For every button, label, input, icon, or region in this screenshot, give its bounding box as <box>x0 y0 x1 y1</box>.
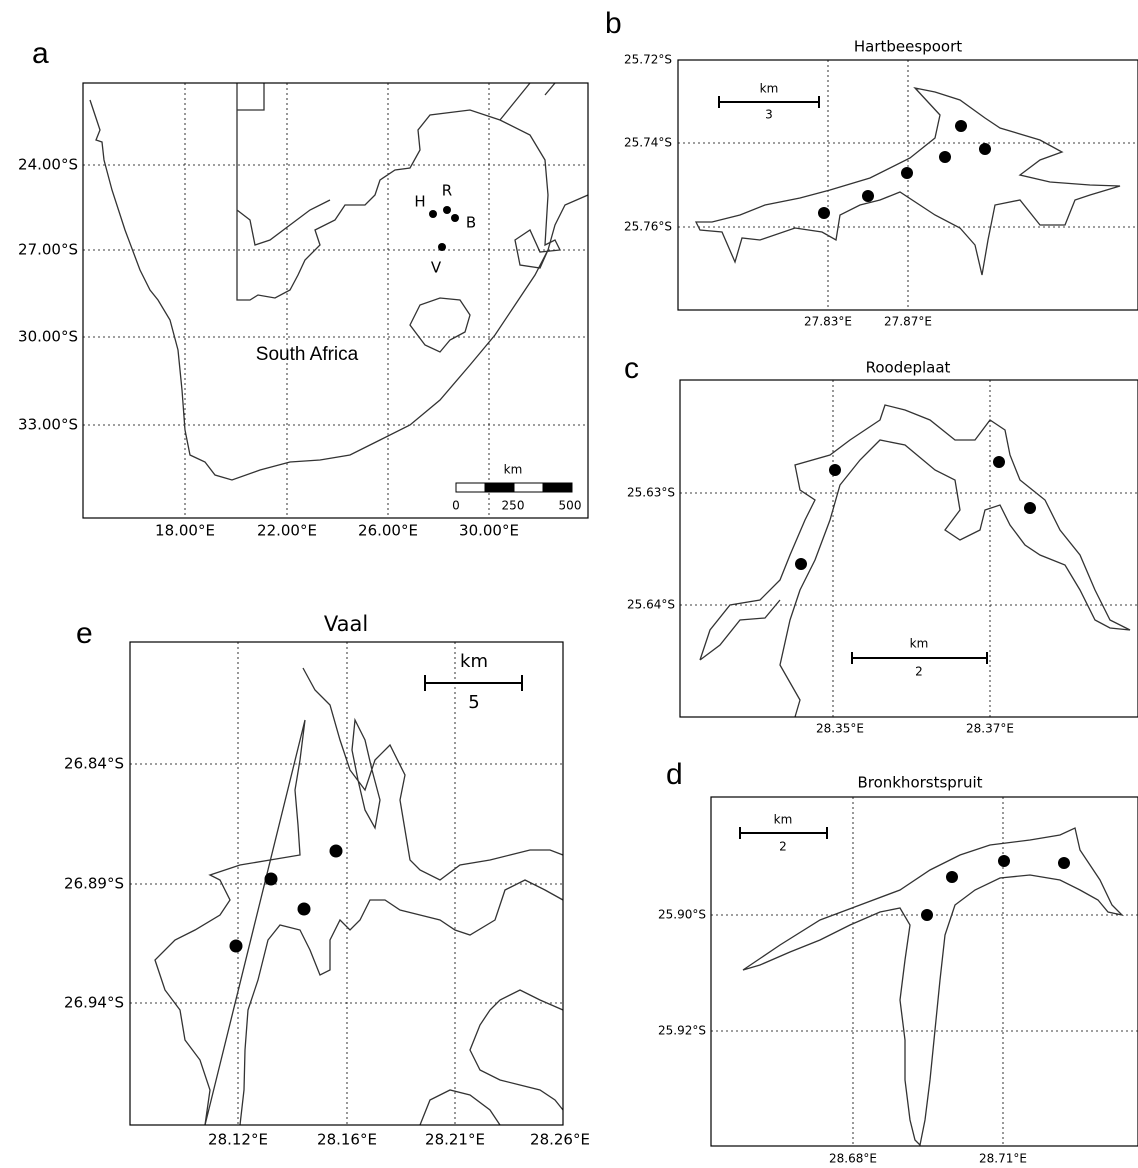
scale-segment <box>456 483 485 492</box>
x-tick-label: 28.37°E <box>966 722 1014 736</box>
scale-bar: km 3 <box>718 82 820 122</box>
site <box>946 871 958 883</box>
panel-title: Roodeplaat <box>866 359 951 377</box>
panel-letter: d <box>666 758 683 791</box>
site <box>298 903 311 916</box>
scale-segment <box>514 483 543 492</box>
scale-label: 250 <box>502 499 525 513</box>
site-label: V <box>431 259 442 277</box>
x-tick-label: 28.71°E <box>979 1152 1027 1166</box>
x-tick-label: 22.00°E <box>257 522 317 540</box>
x-tick-label: 27.87°E <box>884 315 932 329</box>
scale-label: 3 <box>765 108 773 122</box>
scale-unit: km <box>504 463 523 477</box>
site <box>795 558 807 570</box>
site <box>330 845 343 858</box>
x-tick-label: 28.12°E <box>208 1131 268 1149</box>
scale-bar: km 2 <box>851 637 988 679</box>
x-tick-label: 18.00°E <box>155 522 215 540</box>
site-label: R <box>442 182 452 200</box>
site <box>451 214 459 222</box>
scale-label: 0 <box>452 499 460 513</box>
figure: a H R B V South Africa 18.00°E 22.00°E 2… <box>0 0 1138 1168</box>
site <box>829 464 841 476</box>
panel-letter: a <box>32 37 49 70</box>
site <box>1024 502 1036 514</box>
scale-unit: km <box>774 813 793 827</box>
site <box>429 210 437 218</box>
map-frame <box>711 797 1138 1146</box>
scale-bar: km 2 <box>739 813 828 854</box>
border <box>237 83 560 300</box>
panel-c: c Roodeplaat 28.35°E 28.37°E 25.63°S 25.… <box>624 352 1138 736</box>
scale-bar: km 0 250 500 <box>452 463 581 513</box>
y-tick-label: 26.84°S <box>64 755 124 773</box>
site <box>438 243 446 251</box>
coastline <box>90 100 588 480</box>
site <box>1058 857 1070 869</box>
scale-segment <box>485 483 514 492</box>
site <box>265 873 278 886</box>
site <box>818 207 830 219</box>
country-label: South Africa <box>256 344 359 365</box>
site <box>955 120 967 132</box>
x-tick-label: 28.68°E <box>829 1152 877 1166</box>
x-tick-label: 28.16°E <box>317 1131 377 1149</box>
panel-d: d Bronkhorstspruit 28.68°E 28.71°E 25.90… <box>658 758 1138 1166</box>
x-tick-label: 30.00°E <box>459 522 519 540</box>
panel-title: Vaal <box>324 612 368 636</box>
y-tick-label: 25.72°S <box>624 53 672 67</box>
scale-label: 2 <box>915 665 923 679</box>
panel-e: e Vaal 28.12°E 28.16°E 28.21°E 28.26°E 2… <box>64 612 590 1149</box>
x-tick-label: 26.00°E <box>358 522 418 540</box>
y-tick-label: 26.94°S <box>64 994 124 1012</box>
x-tick-label: 27.83°E <box>804 315 852 329</box>
panel-title: Bronkhorstspruit <box>857 774 982 792</box>
site <box>862 190 874 202</box>
site <box>939 151 951 163</box>
scale-unit: km <box>460 651 488 672</box>
site <box>921 909 933 921</box>
y-tick-label: 25.74°S <box>624 136 672 150</box>
panel-letter: c <box>624 352 639 385</box>
y-tick-label: 25.63°S <box>627 486 675 500</box>
map-frame <box>680 380 1138 717</box>
panel-title: Hartbeespoort <box>854 38 962 56</box>
y-tick-label: 33.00°S <box>18 416 78 434</box>
y-tick-label: 25.92°S <box>658 1024 706 1038</box>
y-tick-label: 26.89°S <box>64 875 124 893</box>
scale-label: 5 <box>468 692 479 713</box>
y-tick-label: 25.64°S <box>627 598 675 612</box>
y-tick-label: 25.76°S <box>624 220 672 234</box>
site-label: B <box>466 214 476 232</box>
panel-a: a H R B V South Africa 18.00°E 22.00°E 2… <box>18 37 588 540</box>
y-tick-label: 24.00°S <box>18 156 78 174</box>
site <box>443 206 451 214</box>
scale-label: 2 <box>779 840 787 854</box>
y-tick-label: 27.00°S <box>18 241 78 259</box>
reservoir-shore <box>155 668 563 1125</box>
x-tick-label: 28.26°E <box>530 1131 590 1149</box>
y-tick-label: 30.00°S <box>18 328 78 346</box>
site-label: H <box>414 193 425 211</box>
site <box>998 855 1010 867</box>
panel-b: b Hartbeespoort 27.83°E 27.87°E 25.72°S … <box>605 7 1138 329</box>
reservoir-shore <box>743 828 1122 1145</box>
site <box>979 143 991 155</box>
site <box>993 456 1005 468</box>
scale-unit: km <box>910 637 929 651</box>
scale-segment <box>543 483 572 492</box>
x-tick-label: 28.21°E <box>425 1131 485 1149</box>
scale-unit: km <box>760 82 779 96</box>
panel-letter: b <box>605 7 622 40</box>
x-tick-label: 28.35°E <box>816 722 864 736</box>
panel-letter: e <box>76 617 93 650</box>
y-tick-label: 25.90°S <box>658 908 706 922</box>
lesotho <box>410 298 470 352</box>
scale-label: 500 <box>559 499 582 513</box>
site <box>230 940 243 953</box>
scale-bar: km 5 <box>424 651 523 713</box>
site <box>901 167 913 179</box>
